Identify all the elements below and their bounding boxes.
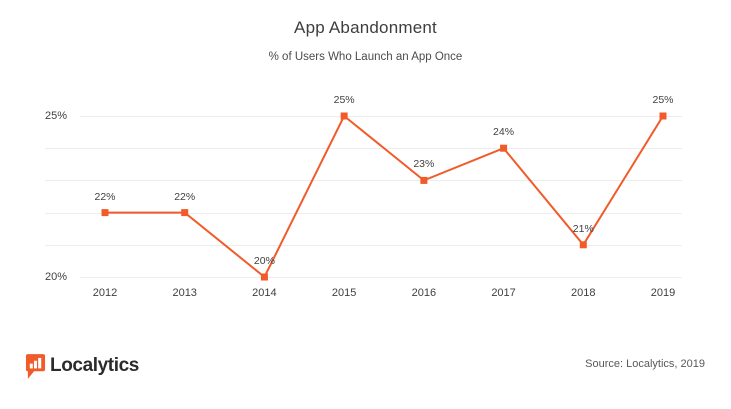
source-attribution: Source: Localytics, 2019 [585, 358, 705, 370]
data-point-label-2018: 21% [572, 222, 594, 235]
data-point-label-2019: 25% [652, 94, 674, 106]
chart-title: App Abandonment [294, 18, 437, 37]
x-axis-tick-label-2018: 2018 [571, 287, 596, 299]
data-point-label-2012: 22% [94, 190, 116, 203]
y-axis-tick-label: 25% [45, 110, 68, 122]
data-point-marker-2015 [340, 112, 348, 120]
gridline-25 [80, 116, 682, 117]
data-point-marker-2018 [579, 241, 587, 249]
trend-line-path [105, 114, 664, 279]
gridline-20 [80, 277, 682, 278]
gridline-23 [45, 180, 682, 182]
data-point-marker-2019 [659, 112, 667, 120]
data-point-label-2013: 22% [174, 190, 196, 203]
x-axis-tick-label-2015: 2015 [331, 287, 357, 299]
localytics-logo: Localytics [25, 352, 139, 380]
bar-chart-speech-bubble-icon [25, 353, 46, 380]
data-point-marker-2014 [260, 273, 268, 281]
gridline-21 [45, 244, 682, 246]
data-point-label-2016: 23% [413, 158, 435, 171]
x-axis-tick-label-2016: 2016 [411, 287, 437, 299]
x-axis-tick-label-2017: 2017 [491, 287, 516, 299]
x-axis-tick-label-2012: 2012 [92, 287, 118, 299]
x-axis-tick-label-2019: 2019 [650, 287, 676, 299]
y-axis-tick-label: 20% [45, 271, 68, 283]
gridline-24 [45, 148, 682, 150]
data-point-marker-2016 [420, 176, 428, 184]
logo-text: Localytics [50, 355, 139, 376]
data-point-marker-2012 [101, 209, 109, 217]
data-point-label-2014: 20% [253, 255, 275, 267]
data-point-label-2015: 25% [333, 94, 355, 106]
x-axis-tick-label-2014: 2014 [252, 287, 277, 299]
data-point-label-2017: 24% [493, 126, 515, 139]
data-point-marker-2017 [500, 144, 508, 152]
chart-subtitle: % of Users Who Launch an App Once [268, 51, 463, 63]
x-axis-tick-label-2013: 2013 [172, 287, 197, 299]
gridline-22 [45, 212, 682, 214]
data-point-marker-2013 [181, 209, 189, 217]
